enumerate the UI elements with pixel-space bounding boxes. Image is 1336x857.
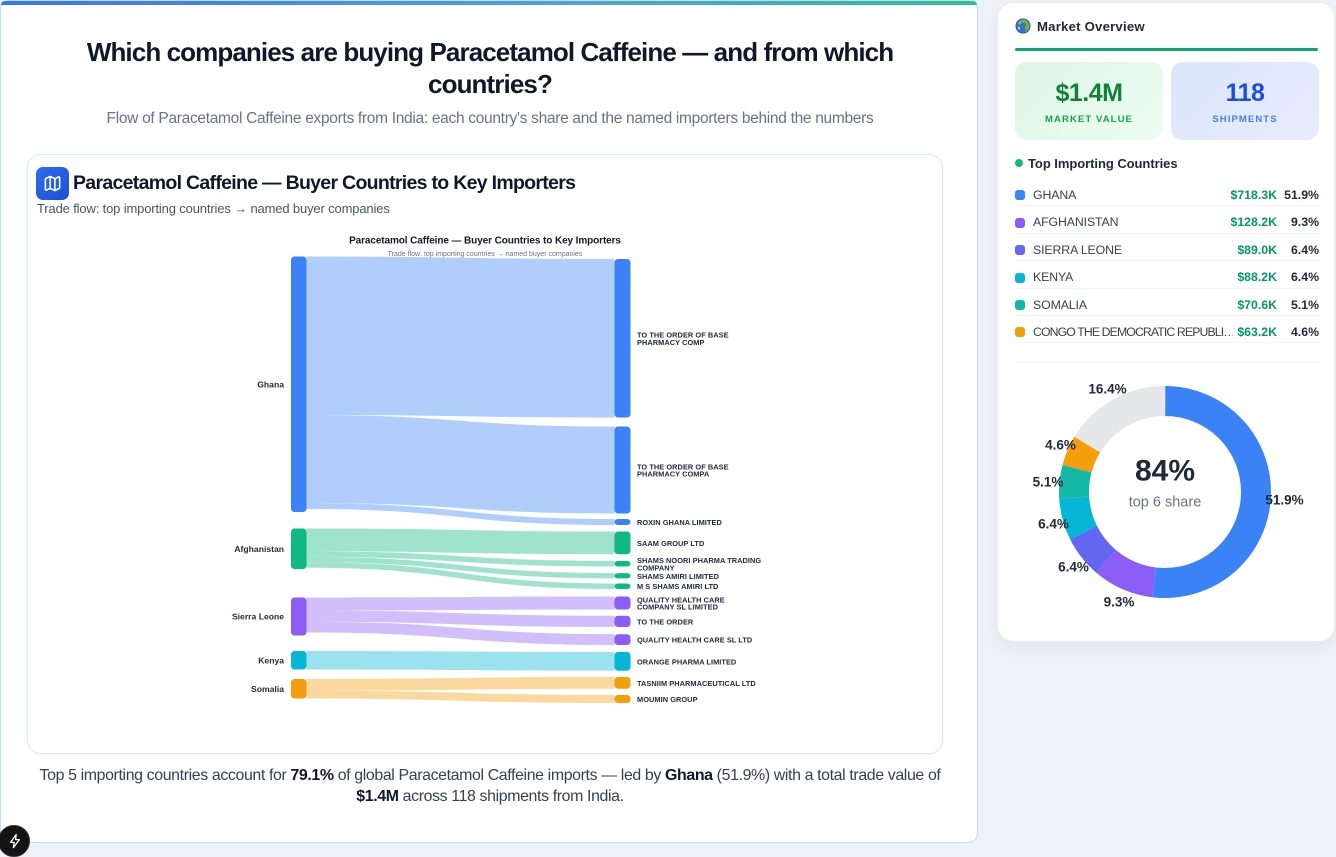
svg-text:QUALITY HEALTH CARE SL LTD: QUALITY HEALTH CARE SL LTD: [637, 636, 753, 645]
svg-text:SHAMS AMIRI LIMITED: SHAMS AMIRI LIMITED: [637, 572, 720, 581]
svg-text:MOUMIN GROUP: MOUMIN GROUP: [637, 695, 698, 704]
svg-text:TO THE ORDER OF BASE: TO THE ORDER OF BASE: [637, 462, 729, 471]
svg-text:ORANGE PHARMA LIMITED: ORANGE PHARMA LIMITED: [637, 657, 737, 666]
svg-text:SHAMS NOORI PHARMA TRADING: SHAMS NOORI PHARMA TRADING: [637, 556, 761, 565]
svg-text:6.4%: 6.4%: [1038, 516, 1069, 531]
svg-text:Sierra Leone: Sierra Leone: [232, 612, 284, 622]
svg-text:6.4%: 6.4%: [1058, 559, 1089, 574]
svg-text:COMPANY: COMPANY: [637, 563, 675, 572]
svg-text:top 6 share: top 6 share: [1129, 495, 1202, 511]
svg-text:Trade flow: top importing coun: Trade flow: top importing countries → na…: [388, 251, 583, 258]
svg-text:ROXIN GHANA LIMITED: ROXIN GHANA LIMITED: [637, 518, 722, 527]
svg-text:Kenya: Kenya: [258, 655, 284, 665]
svg-text:TO THE ORDER: TO THE ORDER: [637, 617, 694, 626]
svg-text:16.4%: 16.4%: [1088, 381, 1126, 396]
svg-text:51.9%: 51.9%: [1265, 492, 1303, 507]
svg-text:9.3%: 9.3%: [1104, 594, 1135, 609]
svg-text:Paracetamol Caffeine — Buyer C: Paracetamol Caffeine — Buyer Countries t…: [349, 236, 621, 247]
svg-text:4.6%: 4.6%: [1045, 437, 1076, 452]
svg-text:QUALITY HEALTH CARE: QUALITY HEALTH CARE: [637, 595, 725, 604]
svg-text:84%: 84%: [1135, 455, 1195, 488]
svg-text:TASNIIM PHARMACEUTICAL LTD: TASNIIM PHARMACEUTICAL LTD: [637, 679, 756, 688]
svg-text:Somalia: Somalia: [251, 684, 284, 694]
svg-text:Afghanistan: Afghanistan: [234, 544, 284, 554]
svg-text:5.1%: 5.1%: [1033, 474, 1064, 489]
svg-text:TO THE ORDER OF BASE: TO THE ORDER OF BASE: [637, 331, 729, 340]
svg-text:M S SHAMS AMIRI LTD: M S SHAMS AMIRI LTD: [637, 582, 719, 591]
svg-text:Ghana: Ghana: [257, 379, 284, 389]
svg-text:SAAM GROUP LTD: SAAM GROUP LTD: [637, 539, 705, 548]
svg-text:COMPANY SL LIMITED: COMPANY SL LIMITED: [637, 603, 719, 612]
svg-text:PHARMACY COMP: PHARMACY COMP: [637, 338, 704, 347]
svg-text:PHARMACY COMPA: PHARMACY COMPA: [637, 470, 710, 479]
